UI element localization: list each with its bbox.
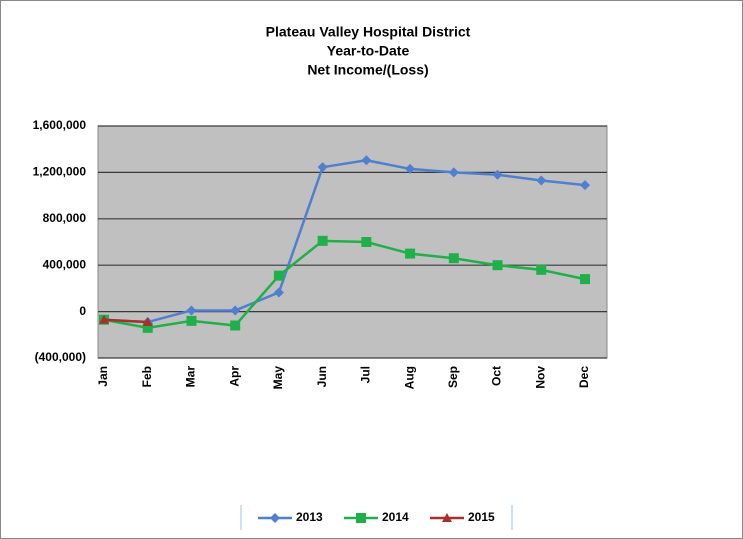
x-tick-label: Nov [533,366,547,389]
data-point [317,235,328,246]
data-point [186,305,197,316]
chart-title: Plateau Valley Hospital District [266,24,471,40]
data-point [230,320,241,331]
data-point [361,155,372,166]
x-tick-label: Feb [140,366,154,387]
data-point [448,167,459,178]
data-point [405,248,416,259]
series-line [103,239,586,330]
data-point [317,162,328,173]
x-tick-label: Sep [446,366,460,388]
legend-label: 2015 [468,510,495,524]
data-point [230,305,241,316]
x-tick-label: Aug [402,366,416,389]
legend-marker [270,513,280,523]
y-tick-label: (400,000) [35,350,86,364]
data-point [142,317,153,327]
data-point [536,175,547,186]
data-point [580,274,590,285]
y-tick-label: 400,000 [43,257,87,271]
chart-title: Year-to-Date [327,43,410,59]
series-line [103,158,586,324]
legend-label: 2014 [382,510,409,524]
x-tick-label: Apr [227,366,241,387]
data-point [186,315,197,326]
x-tick-label: Oct [490,366,504,386]
legend-marker [442,513,452,522]
chart-title: Net Income/(Loss) [307,62,428,78]
x-tick-label: Dec [577,366,591,388]
x-tick-label: Jul [359,366,373,383]
series-line [103,318,148,324]
x-tick-label: Jan [96,366,110,387]
data-point [273,270,284,281]
data-point [580,180,590,191]
data-point [361,237,372,247]
data-point [142,322,153,333]
x-tick-label: Mar [184,366,198,388]
legend-marker [356,513,366,523]
data-point [405,163,416,174]
y-tick-label: 0 [79,304,86,318]
data-point [273,287,284,298]
x-tick-label: Jun [315,366,329,387]
data-point [492,169,503,180]
data-point [492,260,503,271]
data-point [99,314,109,324]
y-tick-label: 800,000 [43,211,87,225]
y-tick-label: 1,200,000 [33,165,87,179]
y-tick-label: 1,600,000 [33,118,87,132]
data-point [448,253,459,264]
x-tick-label: May [271,366,285,390]
data-point [536,264,547,275]
legend-label: 2013 [296,510,323,524]
